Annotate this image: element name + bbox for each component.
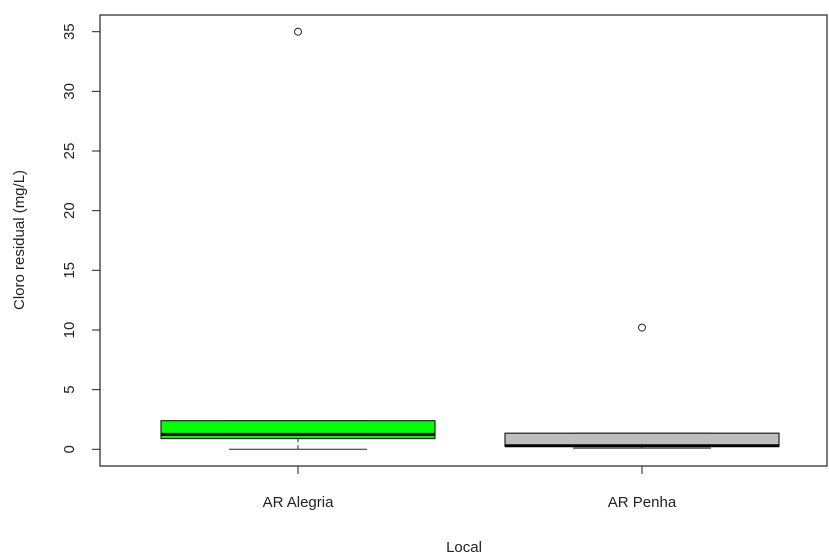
x-axis-label: Local xyxy=(446,539,482,556)
plot-frame xyxy=(99,14,828,467)
y-tick-label: 15 xyxy=(61,262,78,279)
y-tick-label: 10 xyxy=(61,322,78,339)
x-tick-label: AR Penha xyxy=(608,494,677,511)
y-tick-label: 5 xyxy=(61,385,78,393)
y-tick-label: 25 xyxy=(61,143,78,160)
outlier xyxy=(294,27,302,36)
outlier xyxy=(638,323,646,332)
x-tick-label: AR Alegria xyxy=(263,494,335,511)
y-tick-label: 35 xyxy=(61,23,78,40)
y-tick-label: 20 xyxy=(61,202,78,219)
y-tick-label: 30 xyxy=(61,83,78,100)
y-axis-label: Cloro residual (mg/L) xyxy=(11,170,28,310)
y-tick-label: 0 xyxy=(61,445,78,453)
